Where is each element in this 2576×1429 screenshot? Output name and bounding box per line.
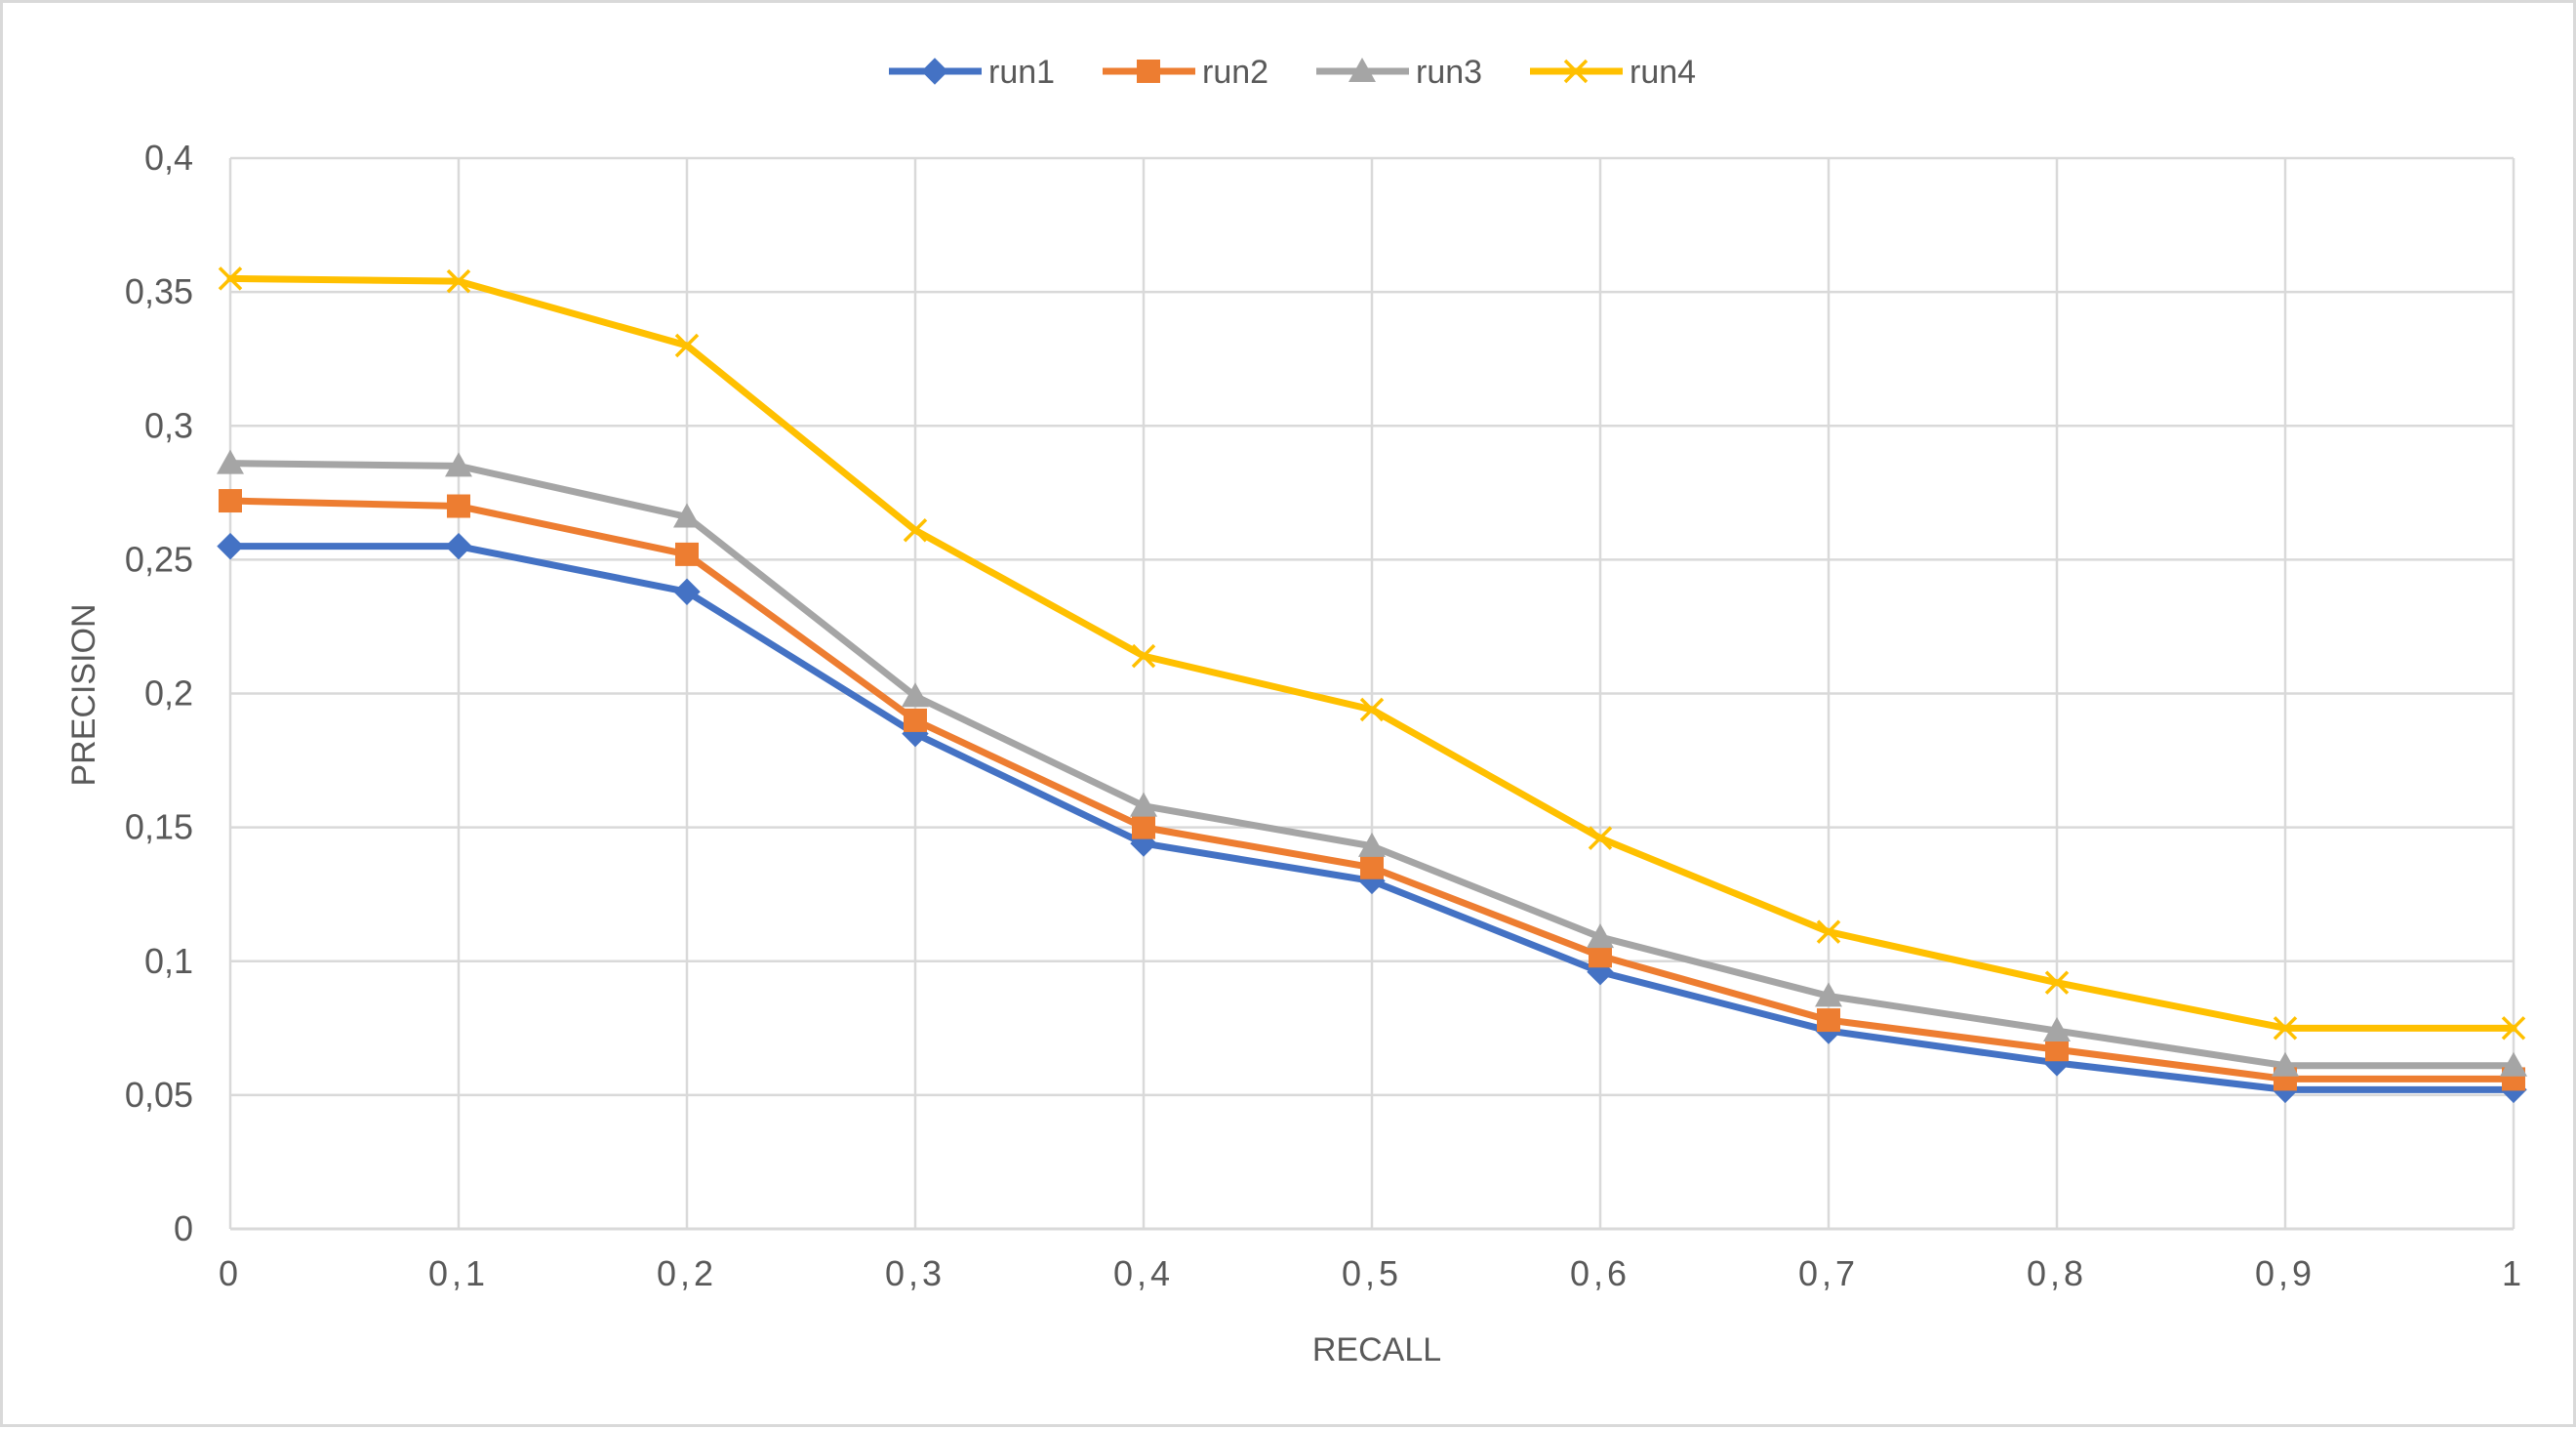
line-chart: 0 0,05 0,1 0,15 0,2 0,25 0,3 0,35 0,4 0 0,1 0,2 0,3… (65, 54, 2527, 1368)
y-tick-label: 0,05 (125, 1075, 193, 1115)
y-tick-label: 0,2 (144, 674, 193, 714)
legend-marker-run4 (1563, 59, 1589, 84)
data-point-run4 (1588, 826, 1613, 850)
x-tick-label: 0,8 (2027, 1253, 2087, 1293)
legend-marker-run1 (921, 58, 948, 85)
data-point-run2 (904, 708, 927, 732)
data-point-run3 (1587, 923, 1614, 949)
data-point-run3 (902, 682, 929, 708)
data-point-run4 (1131, 643, 1156, 669)
legend-marker-run2 (1137, 60, 1160, 83)
y-axis-title: PRECISION (65, 603, 102, 786)
legend-label-run2: run2 (1202, 54, 1268, 91)
data-point-run4 (446, 268, 471, 294)
x-tick-label: 0,1 (428, 1253, 489, 1293)
data-point-run1 (445, 532, 472, 560)
data-point-run4 (2273, 1016, 2298, 1041)
data-point-run3 (1358, 832, 1386, 857)
x-axis-title: RECALL (1312, 1331, 1441, 1368)
data-point-run4 (2044, 970, 2070, 995)
data-point-run4 (1359, 697, 1385, 722)
x-axis-tick-labels: 0 0,1 0,2 0,3 0,4 0,5 0,6 0,7 0,8 0,9 1 (219, 1253, 2525, 1293)
data-point-run3 (1815, 982, 1842, 1007)
y-tick-label: 0 (174, 1208, 193, 1248)
x-tick-label: 0,2 (657, 1253, 717, 1293)
data-point-run3 (217, 449, 244, 474)
legend-label-run4: run4 (1630, 54, 1696, 91)
data-point-run2 (2045, 1038, 2069, 1062)
data-point-run4 (674, 333, 700, 358)
y-tick-label: 0,4 (144, 138, 193, 178)
series-markers (217, 266, 2527, 1104)
y-axis-tick-labels: 0 0,05 0,1 0,15 0,2 0,25 0,3 0,35 0,4 (125, 138, 193, 1248)
data-point-run2 (1132, 815, 1155, 839)
data-point-run2 (1589, 944, 1612, 968)
data-point-run3 (2500, 1051, 2527, 1077)
data-point-run4 (903, 517, 928, 543)
x-tick-label: 0,6 (1570, 1253, 1630, 1293)
data-point-run1 (673, 578, 701, 605)
y-tick-label: 0,35 (125, 271, 193, 311)
data-point-run2 (675, 542, 699, 566)
data-point-run3 (2272, 1051, 2299, 1077)
data-point-run2 (447, 494, 470, 518)
data-point-run2 (1360, 855, 1384, 879)
legend: run1 run2 run3 run4 (889, 54, 1696, 91)
x-tick-label: 1 (2502, 1253, 2525, 1293)
data-point-run3 (2043, 1017, 2071, 1042)
legend-label-run1: run1 (988, 54, 1055, 91)
x-tick-label: 0,9 (2255, 1253, 2315, 1293)
data-point-run3 (673, 503, 701, 528)
x-tick-label: 0,3 (885, 1253, 946, 1293)
legend-marker-run3 (1348, 58, 1376, 82)
x-tick-label: 0,7 (1798, 1253, 1859, 1293)
x-tick-label: 0,4 (1113, 1253, 1174, 1293)
data-point-run3 (1130, 792, 1157, 817)
y-tick-label: 0,3 (144, 405, 193, 445)
legend-label-run3: run3 (1416, 54, 1482, 91)
gridlines (228, 156, 2516, 1231)
data-point-run4 (218, 266, 243, 291)
y-tick-label: 0,1 (144, 941, 193, 981)
data-point-run1 (217, 532, 244, 560)
x-tick-label: 0 (219, 1253, 242, 1293)
y-tick-label: 0,25 (125, 539, 193, 579)
y-tick-label: 0,15 (125, 807, 193, 847)
data-point-run2 (1817, 1008, 1840, 1033)
data-point-run2 (219, 489, 242, 513)
data-point-run3 (445, 452, 472, 477)
data-point-run4 (2501, 1016, 2526, 1041)
x-tick-label: 0,5 (1342, 1253, 1402, 1293)
data-point-run4 (1816, 919, 1841, 944)
